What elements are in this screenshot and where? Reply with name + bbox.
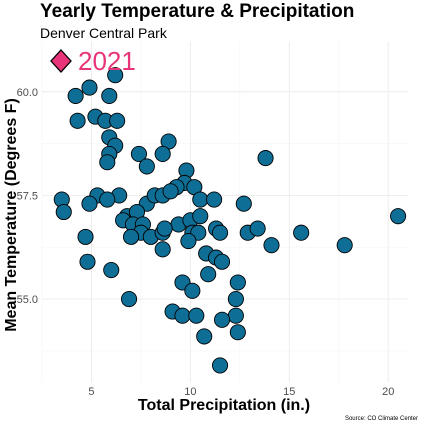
- data-point: [213, 311, 231, 328]
- x-tick-label: 15: [283, 386, 295, 398]
- data-point: [67, 87, 84, 104]
- data-point: [213, 253, 231, 270]
- data-point: [122, 228, 140, 245]
- chart-title: Yearly Temperature & Precipitation: [40, 1, 354, 22]
- data-points: [53, 67, 407, 374]
- x-tick-label: 10: [184, 386, 196, 398]
- data-point: [81, 79, 98, 96]
- data-point: [99, 154, 116, 171]
- legend-diamond-icon: [50, 49, 72, 73]
- y-axis-title: Mean Temperature (Degrees F): [3, 98, 20, 332]
- data-point: [192, 208, 209, 225]
- data-point: [81, 195, 98, 212]
- data-point: [336, 237, 353, 254]
- y-axis-tick-labels: 55.0 57.5 60.0: [17, 87, 38, 306]
- data-point: [192, 191, 209, 208]
- data-point: [257, 150, 274, 167]
- data-point: [99, 191, 116, 208]
- data-point: [227, 307, 244, 324]
- data-point: [263, 237, 280, 254]
- data-point: [101, 87, 118, 104]
- data-point: [200, 266, 217, 283]
- data-point: [212, 224, 229, 241]
- data-point: [196, 328, 213, 345]
- data-point: [227, 291, 244, 308]
- data-point: [293, 224, 310, 241]
- data-point: [79, 253, 96, 270]
- data-point: [229, 274, 246, 291]
- y-tick-label: 57.5: [17, 190, 38, 202]
- data-point: [103, 261, 120, 279]
- data-point: [212, 357, 229, 374]
- chart-subtitle: Denver Central Park: [40, 25, 168, 41]
- legend-label: 2021: [78, 46, 136, 76]
- x-axis-tick-labels: 5 10 15 20: [88, 386, 394, 398]
- y-tick-label: 60.0: [17, 87, 38, 99]
- data-point: [120, 291, 138, 308]
- x-tick-label: 5: [88, 386, 94, 398]
- data-point: [154, 241, 171, 258]
- y-tick-label: 55.0: [17, 294, 38, 306]
- data-point: [249, 220, 266, 237]
- grid-lines: [41, 42, 408, 382]
- data-point: [77, 228, 94, 245]
- data-point: [55, 203, 72, 221]
- data-point: [156, 220, 173, 237]
- x-tick-label: 20: [382, 386, 394, 398]
- data-point: [162, 183, 179, 200]
- data-point: [235, 195, 252, 212]
- data-point: [130, 145, 147, 163]
- data-point: [206, 191, 223, 208]
- data-point: [180, 232, 197, 250]
- data-point: [109, 112, 126, 129]
- chart-caption: Source: CO Climate Center: [345, 416, 418, 422]
- data-point: [229, 324, 246, 341]
- data-point: [138, 158, 155, 175]
- data-point: [174, 307, 191, 324]
- data-point: [390, 208, 407, 225]
- data-point: [154, 145, 171, 163]
- data-point: [184, 282, 201, 299]
- data-point: [69, 112, 86, 129]
- x-axis-title: Total Precipitation (in.): [138, 397, 310, 414]
- data-point: [188, 307, 205, 324]
- legend: 2021: [50, 46, 136, 76]
- data-point: [107, 67, 124, 84]
